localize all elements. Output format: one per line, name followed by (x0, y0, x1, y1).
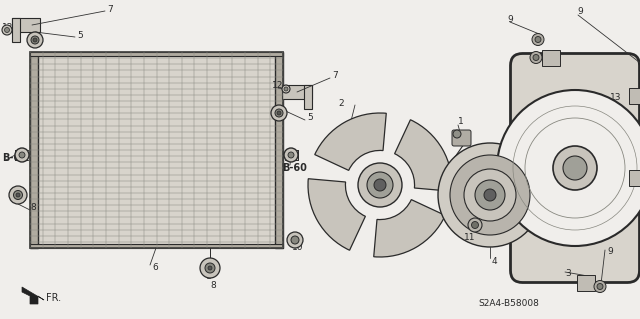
Circle shape (597, 284, 603, 290)
Circle shape (4, 27, 10, 33)
FancyBboxPatch shape (511, 54, 639, 283)
Circle shape (553, 146, 597, 190)
Circle shape (563, 156, 587, 180)
Circle shape (464, 169, 516, 221)
Text: 9: 9 (507, 14, 513, 24)
Circle shape (15, 148, 29, 162)
Text: 13: 13 (610, 93, 621, 102)
Circle shape (367, 172, 393, 198)
Circle shape (468, 218, 482, 232)
Circle shape (535, 36, 541, 42)
Circle shape (271, 105, 287, 121)
Circle shape (450, 155, 530, 235)
Circle shape (288, 152, 294, 158)
Text: B-60: B-60 (282, 163, 307, 173)
Text: 8: 8 (210, 281, 216, 291)
Text: 2: 2 (338, 99, 344, 108)
Bar (304, 85, 312, 109)
Circle shape (2, 25, 12, 35)
Circle shape (358, 163, 402, 207)
Circle shape (484, 189, 496, 201)
Bar (30, 52, 283, 248)
Text: 8: 8 (30, 204, 36, 212)
Text: 11: 11 (464, 233, 476, 241)
Text: 5: 5 (77, 31, 83, 40)
Circle shape (497, 90, 640, 246)
Text: 9: 9 (577, 8, 583, 17)
Text: 1: 1 (458, 117, 464, 127)
Wedge shape (308, 179, 365, 250)
Text: 10: 10 (292, 243, 303, 253)
Circle shape (475, 180, 505, 210)
Text: 5: 5 (307, 114, 313, 122)
Circle shape (9, 186, 27, 204)
Bar (30, 52, 283, 56)
Circle shape (33, 38, 37, 42)
Wedge shape (315, 113, 387, 170)
Bar (628, 170, 640, 186)
Circle shape (374, 179, 386, 191)
Text: 6: 6 (152, 263, 157, 272)
Circle shape (284, 148, 298, 162)
Text: 9: 9 (607, 248, 612, 256)
Circle shape (282, 85, 290, 93)
Text: 7: 7 (332, 71, 338, 80)
Bar (30, 244, 283, 248)
Text: 12: 12 (272, 81, 284, 91)
Circle shape (453, 130, 461, 138)
Bar (542, 49, 560, 65)
Circle shape (594, 280, 606, 293)
Circle shape (13, 190, 22, 199)
Circle shape (287, 232, 303, 248)
Bar (282, 85, 312, 99)
Text: B-60: B-60 (2, 153, 27, 163)
Text: 7: 7 (107, 4, 113, 13)
Circle shape (27, 32, 43, 48)
Text: FR.: FR. (46, 293, 61, 303)
Bar (12, 18, 40, 32)
Bar (30, 52, 38, 248)
Text: 4: 4 (492, 256, 498, 265)
Circle shape (19, 152, 25, 158)
Circle shape (275, 109, 283, 117)
Text: S2A4-B58008: S2A4-B58008 (478, 299, 539, 308)
Circle shape (284, 87, 288, 91)
Circle shape (31, 36, 39, 44)
Text: 12: 12 (2, 24, 13, 33)
Circle shape (472, 221, 479, 228)
Circle shape (533, 55, 539, 61)
Bar (12, 18, 20, 42)
Circle shape (16, 193, 20, 197)
Circle shape (277, 111, 281, 115)
FancyBboxPatch shape (452, 130, 471, 146)
Circle shape (532, 33, 544, 46)
Text: 3: 3 (565, 270, 571, 278)
Circle shape (200, 258, 220, 278)
Circle shape (438, 143, 542, 247)
Bar (628, 87, 640, 103)
Bar (577, 275, 595, 291)
Circle shape (205, 263, 215, 273)
Circle shape (208, 266, 212, 270)
Wedge shape (395, 120, 452, 191)
Polygon shape (22, 287, 44, 304)
Bar (275, 52, 283, 248)
Circle shape (530, 51, 542, 63)
Wedge shape (374, 200, 445, 257)
Bar (30, 52, 283, 248)
Circle shape (291, 236, 299, 244)
